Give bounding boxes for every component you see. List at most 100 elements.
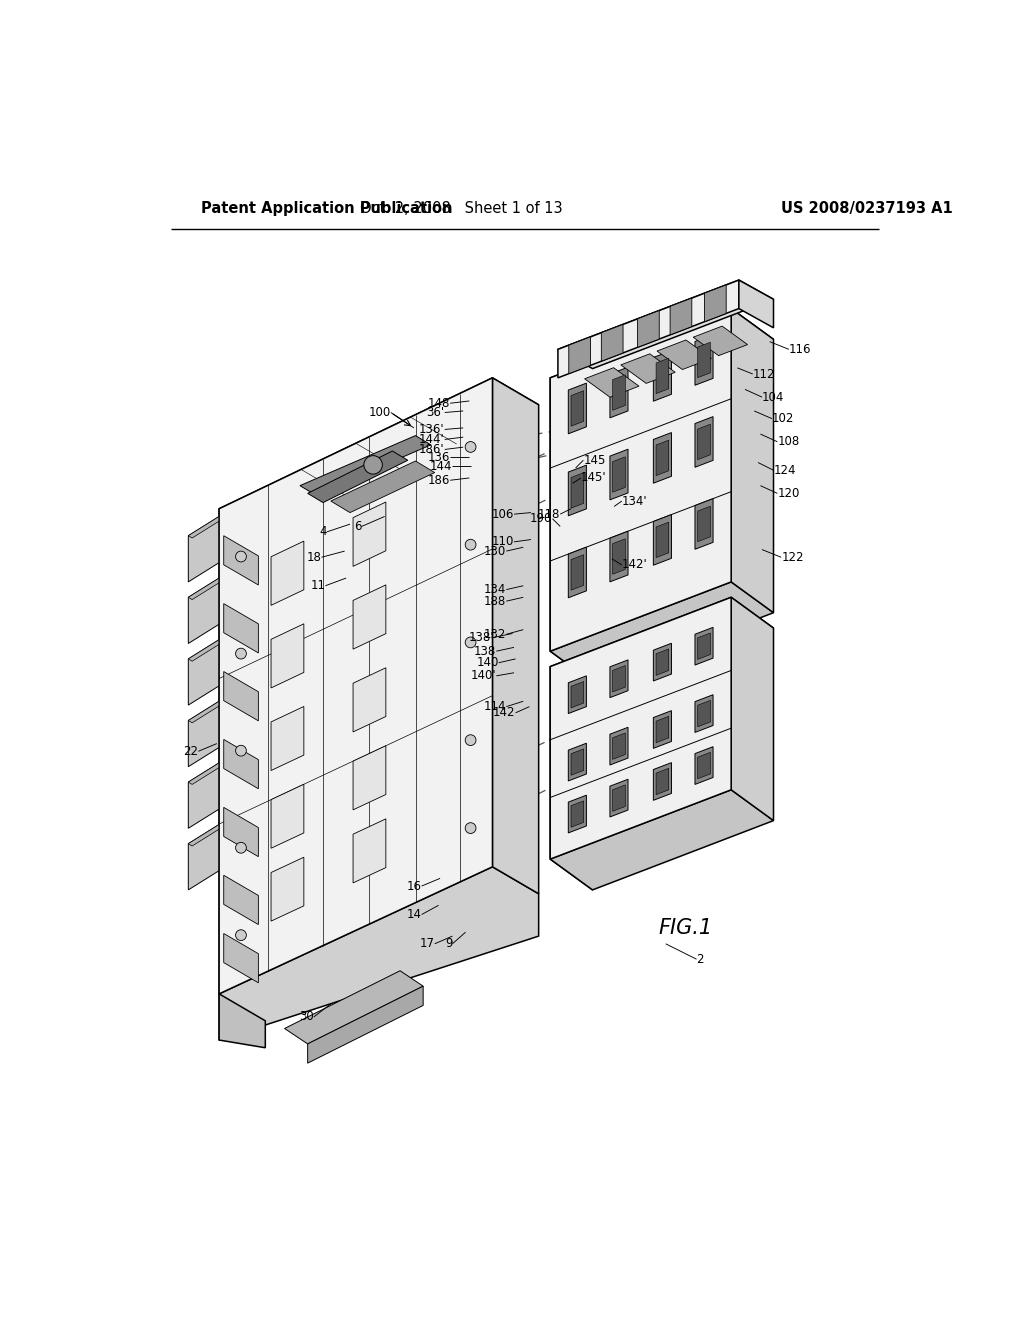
Text: 145': 145' [581, 471, 606, 484]
Polygon shape [219, 994, 265, 1048]
Text: 136': 136' [419, 422, 444, 436]
Text: 186: 186 [428, 474, 451, 487]
Polygon shape [188, 763, 223, 784]
Text: 138: 138 [474, 644, 497, 657]
Polygon shape [571, 801, 584, 828]
Polygon shape [571, 473, 584, 508]
Text: 144': 144' [419, 433, 444, 446]
Polygon shape [188, 578, 219, 644]
Polygon shape [568, 337, 591, 374]
Circle shape [236, 929, 247, 941]
Polygon shape [188, 825, 223, 846]
Polygon shape [657, 341, 712, 370]
Polygon shape [571, 681, 584, 708]
Polygon shape [353, 585, 386, 649]
Text: 108: 108 [777, 436, 800, 449]
Polygon shape [695, 747, 713, 784]
Text: 124: 124 [773, 463, 796, 477]
Polygon shape [695, 694, 713, 733]
Polygon shape [612, 785, 626, 812]
Text: US 2008/0237193 A1: US 2008/0237193 A1 [781, 201, 953, 216]
Text: 116: 116 [788, 343, 811, 356]
Polygon shape [656, 523, 669, 557]
Polygon shape [307, 451, 408, 503]
Polygon shape [731, 597, 773, 821]
Polygon shape [219, 508, 265, 1020]
Polygon shape [621, 354, 675, 383]
Text: 22: 22 [183, 744, 199, 758]
Text: 2: 2 [696, 953, 705, 966]
Text: 140: 140 [476, 656, 499, 669]
Text: 148: 148 [428, 397, 451, 409]
Polygon shape [285, 970, 423, 1044]
Text: 142: 142 [494, 706, 515, 719]
Text: 30: 30 [299, 1010, 313, 1023]
Polygon shape [353, 502, 386, 566]
Polygon shape [610, 779, 628, 817]
Polygon shape [188, 701, 223, 723]
Text: Oct. 2, 2008   Sheet 1 of 13: Oct. 2, 2008 Sheet 1 of 13 [360, 201, 563, 216]
Polygon shape [219, 867, 539, 1020]
Polygon shape [223, 933, 258, 983]
Polygon shape [188, 640, 223, 661]
Polygon shape [656, 358, 669, 393]
Text: 118: 118 [538, 508, 560, 520]
Polygon shape [223, 672, 258, 721]
Polygon shape [353, 818, 386, 883]
Text: 136: 136 [428, 450, 451, 463]
Polygon shape [568, 743, 587, 781]
Polygon shape [300, 436, 431, 495]
Polygon shape [612, 457, 626, 492]
Polygon shape [612, 375, 626, 411]
Text: 4: 4 [319, 525, 327, 539]
Polygon shape [656, 717, 669, 743]
Polygon shape [188, 640, 219, 705]
Polygon shape [697, 752, 711, 779]
Polygon shape [271, 857, 304, 921]
Polygon shape [188, 825, 219, 890]
Text: 102: 102 [772, 412, 795, 425]
Text: 130: 130 [484, 545, 506, 557]
Circle shape [465, 442, 476, 453]
Polygon shape [653, 515, 672, 565]
Polygon shape [219, 378, 539, 536]
Text: 36': 36' [427, 407, 444, 418]
Polygon shape [307, 986, 423, 1063]
Text: 134': 134' [622, 495, 647, 508]
Text: 9: 9 [444, 937, 453, 950]
Polygon shape [697, 424, 711, 459]
Text: 190: 190 [530, 512, 553, 525]
Polygon shape [656, 440, 669, 475]
Polygon shape [188, 578, 223, 599]
Polygon shape [705, 285, 726, 322]
Polygon shape [612, 665, 626, 692]
Circle shape [236, 648, 247, 659]
Polygon shape [612, 733, 626, 759]
Polygon shape [695, 334, 713, 385]
Polygon shape [653, 433, 672, 483]
Text: 11: 11 [310, 579, 326, 593]
Polygon shape [353, 668, 386, 731]
Circle shape [465, 638, 476, 648]
Text: 17: 17 [420, 937, 435, 950]
Polygon shape [271, 624, 304, 688]
Polygon shape [550, 378, 593, 682]
Polygon shape [653, 710, 672, 748]
Circle shape [465, 540, 476, 550]
Polygon shape [568, 795, 587, 833]
Polygon shape [610, 727, 628, 766]
Text: 6: 6 [354, 520, 361, 533]
Polygon shape [656, 768, 669, 795]
Polygon shape [550, 309, 731, 651]
Text: 18: 18 [306, 550, 322, 564]
Polygon shape [571, 391, 584, 426]
Text: 138': 138' [469, 631, 494, 644]
Polygon shape [610, 660, 628, 698]
Circle shape [236, 746, 247, 756]
Polygon shape [693, 326, 748, 355]
Polygon shape [697, 634, 711, 660]
Polygon shape [568, 465, 587, 516]
Polygon shape [219, 378, 493, 994]
Polygon shape [271, 706, 304, 771]
Polygon shape [550, 597, 731, 859]
